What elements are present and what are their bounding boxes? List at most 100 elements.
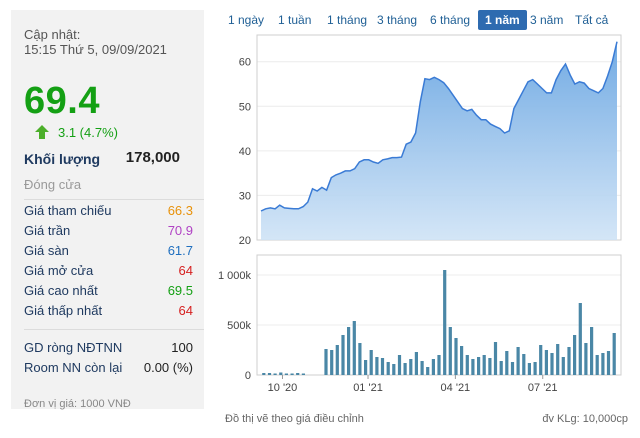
- tab-1-week[interactable]: 1 tuần: [278, 13, 312, 27]
- stat-label: Giá tham chiếu: [24, 203, 112, 218]
- volume-bar: [510, 362, 515, 375]
- volume-bar: [561, 357, 565, 375]
- price-change: 3.1 (4.7%): [58, 125, 118, 140]
- volume-bar: [364, 360, 368, 375]
- tab-all[interactable]: Tất cả: [575, 13, 609, 27]
- tab-3-years[interactable]: 3 năm: [530, 13, 564, 27]
- volume-bar: [606, 351, 611, 375]
- stat-label: Giá cao nhất: [24, 283, 98, 298]
- volume-bar: [460, 346, 464, 375]
- x-tick-label: 01 '21: [353, 382, 383, 394]
- volume-bar: [612, 333, 616, 375]
- stat-label: Giá thấp nhất: [24, 303, 103, 318]
- volume-bar: [437, 355, 441, 375]
- price-unit-note: Đơn vị giá: 1000 VNĐ: [24, 398, 131, 410]
- volume-bar: [335, 345, 339, 375]
- stat-value: 69.5: [167, 283, 193, 298]
- stat-value: 66.3: [167, 203, 193, 218]
- volume-bar: [352, 321, 356, 375]
- volume-bar: [290, 373, 294, 375]
- stat-row-low: Giá thấp nhất 64: [24, 303, 204, 321]
- volume-bar: [493, 342, 498, 375]
- volume-bar: [527, 363, 531, 375]
- stat-label: Giá trần: [24, 223, 71, 238]
- volume-bar: [279, 372, 283, 375]
- y-axis-ticks: 20 30 40 50 60 0 500k 1 000k: [218, 57, 252, 382]
- volume-bar: [409, 359, 413, 375]
- close-label: Đóng cửa: [24, 177, 82, 192]
- volume-bar: [454, 338, 458, 375]
- volume-bar: [471, 359, 475, 375]
- volume-bar: [578, 303, 582, 375]
- x-tick-label: 07 '21: [528, 382, 558, 394]
- y-tick-label: 50: [239, 101, 251, 113]
- volume-bar: [505, 351, 509, 375]
- tab-1-year[interactable]: 1 năm: [478, 10, 527, 30]
- x-tick-label: 10 '20: [268, 382, 298, 394]
- stat-value: 70.9: [167, 223, 193, 238]
- tab-1-month[interactable]: 1 tháng: [327, 13, 368, 27]
- y-tick-label: 1 000k: [218, 270, 252, 282]
- divider: [24, 199, 204, 200]
- volume-bar: [296, 373, 300, 375]
- volume-bar: [465, 355, 469, 375]
- stat-row-reference: Giá tham chiếu 66.3: [24, 203, 204, 221]
- arrow-up-icon: [35, 125, 49, 139]
- volume-bar: [267, 373, 272, 375]
- volume-bar: [369, 350, 373, 375]
- volume-bar: [550, 353, 554, 375]
- y-tick-label: 40: [239, 146, 251, 158]
- volume-bar: [522, 354, 526, 375]
- price-volume-chart: 20 30 40 50 60 0 500k 1 000k 10 '20 01 '21 04 '21…: [218, 34, 622, 394]
- stat-value: 61.7: [167, 243, 193, 258]
- stat-row-high: Giá cao nhất 69.5: [24, 283, 204, 301]
- volume-bar: [380, 358, 385, 375]
- volume-bar: [358, 343, 362, 375]
- volume-bar: [347, 327, 351, 375]
- volume-bars: [262, 270, 616, 375]
- x-tick-label: 04 '21: [441, 382, 471, 394]
- volume-bar: [595, 355, 599, 375]
- volume-bar: [284, 373, 288, 375]
- volume-bar: [601, 353, 605, 375]
- volume-bar: [414, 352, 418, 375]
- y-tick-label: 60: [239, 57, 251, 69]
- volume-label: Khối lượng: [24, 151, 101, 167]
- volume-bar: [397, 355, 402, 375]
- y-tick-label: 20: [239, 235, 251, 247]
- volume-bar: [590, 327, 594, 375]
- foreign-net-row: GD ròng NĐTNN 100: [24, 340, 204, 358]
- price-line: [260, 41, 618, 212]
- update-time: 15:15 Thứ 5, 09/09/2021: [24, 42, 167, 57]
- volume-bar: [539, 345, 543, 375]
- stat-label: Giá sàn: [24, 243, 69, 258]
- volume-bar: [499, 361, 503, 375]
- tab-1-day[interactable]: 1 ngày: [228, 13, 265, 27]
- stat-row-ceiling: Giá trần 70.9: [24, 223, 204, 241]
- volume-bar: [324, 349, 328, 375]
- tab-6-months[interactable]: 6 tháng: [430, 13, 471, 27]
- volume-bar: [556, 344, 560, 375]
- volume-bar: [573, 335, 577, 375]
- foreign-value: 0.00 (%): [143, 360, 193, 375]
- volume-bar: [262, 373, 266, 375]
- stat-label: Giá mở cửa: [24, 263, 94, 278]
- foreign-room-row: Room NN còn lại 0.00 (%): [24, 360, 204, 378]
- y-tick-label: 30: [239, 190, 251, 202]
- stat-value: 64: [178, 263, 193, 278]
- stat-value: 64: [178, 303, 193, 318]
- price-area: [261, 41, 617, 241]
- foreign-value: 100: [171, 340, 193, 355]
- volume-bar: [448, 327, 452, 375]
- volume-bar: [426, 367, 430, 375]
- volume-bar: [341, 335, 345, 375]
- volume-bar: [375, 357, 379, 375]
- divider: [24, 329, 204, 330]
- tab-3-months[interactable]: 3 tháng: [377, 13, 418, 27]
- volume-bar: [392, 364, 396, 375]
- volume-bar: [273, 373, 277, 375]
- stat-row-open: Giá mở cửa 64: [24, 263, 204, 281]
- volume-bar: [330, 350, 334, 375]
- volume-bar: [443, 270, 447, 375]
- volume-bar: [431, 359, 435, 375]
